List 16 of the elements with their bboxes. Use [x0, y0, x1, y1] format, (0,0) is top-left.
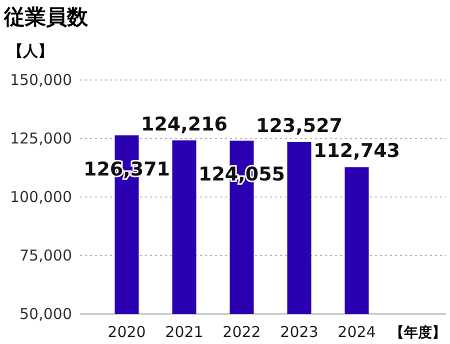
x-tick-label: 2024 — [338, 323, 376, 341]
x-tick-label: 2020 — [108, 323, 146, 341]
x-tick-label: 2023 — [280, 323, 318, 341]
y-tick-label: 150,000 — [10, 71, 72, 89]
x-tick-label: 2022 — [222, 323, 261, 341]
y-tick-label: 50,000 — [20, 305, 72, 323]
x-axis-title: 【年度】 — [390, 324, 446, 341]
y-tick-label: 75,000 — [20, 246, 72, 264]
chart-title: 従業員数 — [3, 5, 89, 29]
y-tick-label: 100,000 — [10, 188, 72, 206]
data-label: 124,216 — [140, 113, 228, 136]
data-label: 123,527 — [256, 114, 343, 137]
y-axis-title: 【人】 — [8, 42, 53, 60]
data-label: 112,743 — [313, 140, 400, 162]
x-tick-label: 2021 — [165, 323, 204, 341]
y-tick-label: 125,000 — [10, 130, 72, 148]
